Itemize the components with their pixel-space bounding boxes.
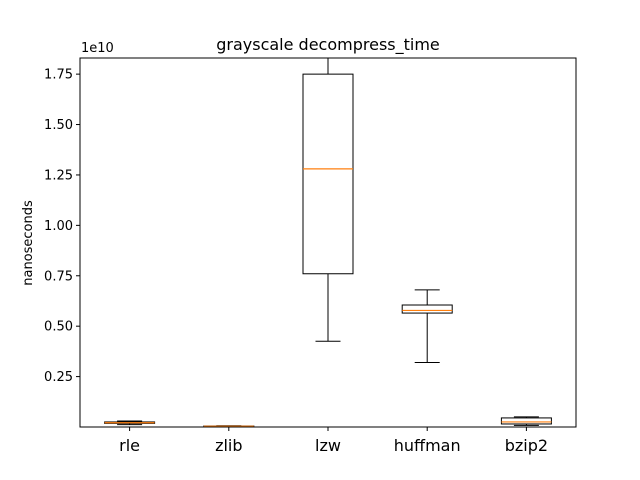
- x-category-label: lzw: [315, 436, 341, 455]
- plot-area: 0.25 0.50 0.75 1.00 1.25 1.50 1.75 rle zlib lzw hu…: [44, 57, 552, 455]
- box-bzip2: [500, 417, 552, 425]
- y-tick-label: 1.75: [44, 68, 73, 83]
- y-tick-label: 0.50: [44, 320, 73, 335]
- y-offset-label: 1e10: [81, 41, 114, 56]
- box-lzw: [302, 73, 354, 275]
- x-category-label: zlib: [215, 436, 242, 455]
- x-category-label: rle: [119, 436, 140, 455]
- y-axis-label: nanoseconds: [21, 200, 36, 286]
- y-tick-label: 1.00: [44, 219, 73, 234]
- box-huffman: [401, 304, 453, 314]
- y-tick-label: 1.25: [44, 168, 73, 183]
- x-category-label: bzip2: [505, 436, 548, 455]
- x-category-label: huffman: [394, 436, 461, 455]
- plot-frame: [79, 57, 577, 428]
- y-tick-label: 0.75: [44, 269, 73, 284]
- y-tick-label: 0.25: [44, 370, 73, 385]
- y-tick-label: 1.50: [44, 118, 73, 133]
- chart-title: grayscale decompress_time: [216, 35, 440, 55]
